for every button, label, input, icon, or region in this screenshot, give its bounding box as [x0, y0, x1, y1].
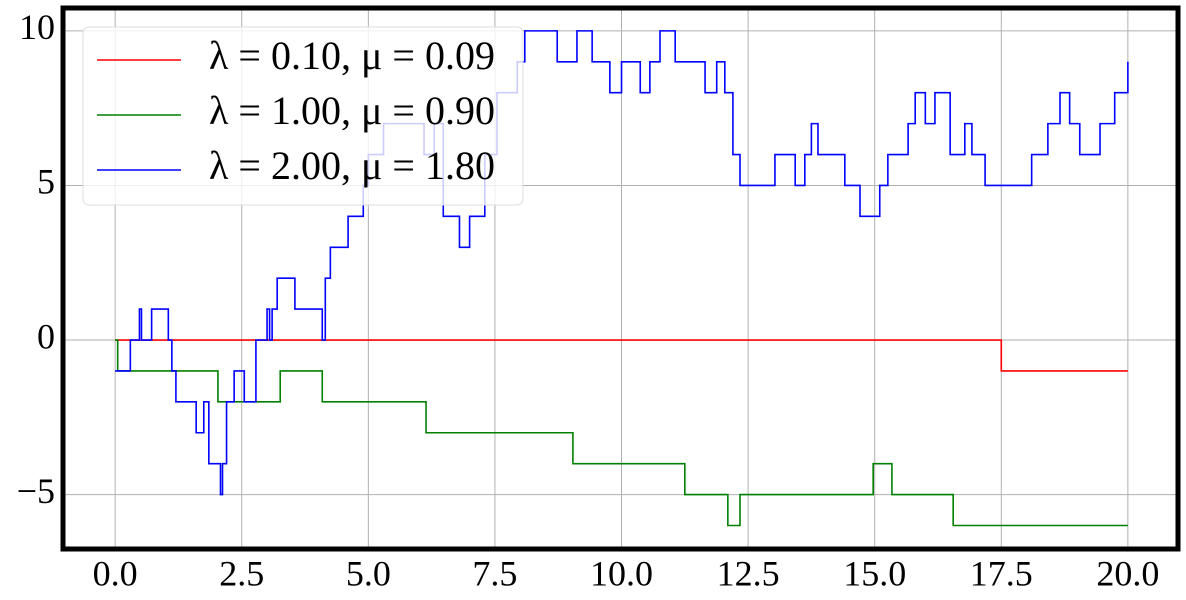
y-tick-label: 0 — [37, 316, 55, 356]
x-tick-label: 0.0 — [93, 553, 138, 593]
y-tick-label: 10 — [19, 7, 55, 47]
legend-label: λ = 2.00, μ = 1.80 — [209, 143, 495, 188]
x-tick-label: 5.0 — [346, 553, 391, 593]
y-tick-label: 5 — [37, 162, 55, 202]
x-tick-label: 12.5 — [717, 553, 780, 593]
x-tick-label: 15.0 — [843, 553, 906, 593]
plot-frame — [60, 5, 1181, 552]
step-line — [115, 30, 1129, 496]
x-tick-label: 20.0 — [1096, 553, 1159, 593]
x-tick-label: 17.5 — [970, 553, 1033, 593]
y-tick-label: −5 — [17, 471, 55, 511]
legend-label: λ = 0.10, μ = 0.09 — [209, 33, 495, 78]
x-tick-label: 7.5 — [472, 553, 517, 593]
legend-box — [82, 26, 524, 206]
legend-label: λ = 1.00, μ = 0.90 — [209, 88, 495, 133]
step-line — [115, 339, 1128, 372]
x-tick-label: 2.5 — [219, 553, 264, 593]
x-tick-label: 10.0 — [590, 553, 653, 593]
